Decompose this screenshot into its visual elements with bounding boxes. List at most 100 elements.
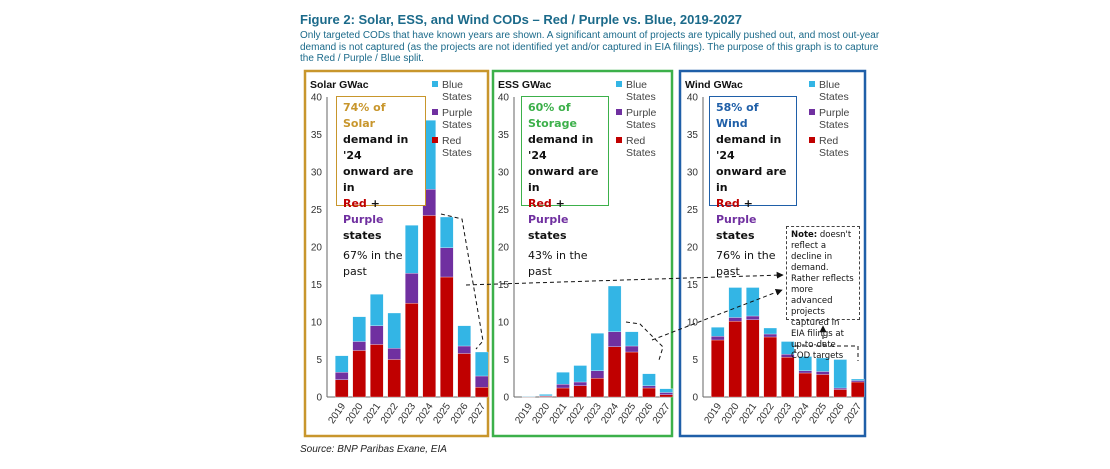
legend-swatch-blue xyxy=(809,81,815,87)
solar-decline-bracket xyxy=(440,213,484,350)
legend-label: States xyxy=(626,91,656,103)
y-tick-label: 5 xyxy=(503,355,509,366)
plus-sign: + xyxy=(551,197,565,210)
figure-title: Figure 2: Solar, ESS, and Wind CODs – Re… xyxy=(300,12,743,27)
plus-sign: + xyxy=(739,197,753,210)
purple-word: Purple xyxy=(716,213,757,226)
callout-line: onward are in xyxy=(716,165,787,194)
legend-label: States xyxy=(626,119,656,131)
legend-swatch-blue xyxy=(616,81,622,87)
y-tick-label: 40 xyxy=(311,93,323,104)
callout-headline: 74% of Solar xyxy=(343,101,386,130)
legend-swatch-red xyxy=(616,137,622,143)
purple-word: Purple xyxy=(528,213,569,226)
y-tick-label: 25 xyxy=(498,205,510,216)
legend-swatch-purple xyxy=(616,109,622,115)
wind-decline-bracket xyxy=(794,345,859,361)
callout-box: 60% of Storage demand in '24 onward are in… xyxy=(521,96,609,278)
legend-label: Purple xyxy=(626,107,657,119)
y-tick-label: 30 xyxy=(311,168,323,179)
bar-segment-blue-states xyxy=(590,333,605,371)
y-tick-label: 0 xyxy=(316,393,322,404)
bar-segment-blue-states xyxy=(352,316,366,342)
y-tick-label: 10 xyxy=(311,318,323,329)
y-tick-label: 5 xyxy=(316,355,322,366)
callout-past: 43% in the past xyxy=(528,249,588,278)
callout-line: states xyxy=(716,229,755,242)
bar-segment-blue-states xyxy=(607,285,622,332)
ess-to-note-arrow xyxy=(651,288,783,341)
bar-segment-blue-states xyxy=(457,325,471,347)
note-text: doesn't reflect a decline in demand. Rat… xyxy=(791,230,854,361)
callout-line: demand in '24 xyxy=(716,133,782,162)
y-tick-label: 5 xyxy=(692,355,698,366)
bar-segment-blue-states xyxy=(833,359,847,389)
y-tick-label: 40 xyxy=(498,93,510,104)
callout-past: 76% in the past xyxy=(716,249,776,278)
y-tick-label: 10 xyxy=(687,318,699,329)
red-word: Red xyxy=(528,197,552,210)
bar-segment-blue-states xyxy=(335,355,349,373)
callout-line: demand in '24 xyxy=(343,133,409,162)
y-tick-label: 35 xyxy=(687,130,699,141)
bar-segment-blue-states xyxy=(405,225,419,274)
legend-label: Red xyxy=(442,135,461,147)
legend-label: Purple xyxy=(819,107,850,119)
callout-past: 67% in the past xyxy=(343,249,403,278)
bar-segment-blue-states xyxy=(781,341,795,355)
purple-word: Purple xyxy=(343,213,384,226)
y-tick-label: 20 xyxy=(687,243,699,254)
bar-segment-blue-states xyxy=(625,331,639,347)
bar-segment-blue-states xyxy=(370,294,384,326)
callout-box: 58% of Wind demand in '24 onward are in Red… xyxy=(709,96,797,278)
y-tick-label: 20 xyxy=(311,243,323,254)
callout-box: 74% of Solar demand in '24 onward are in Re… xyxy=(336,96,426,278)
bar-segment-blue-states xyxy=(642,373,656,386)
plus-sign: + xyxy=(366,197,380,210)
legend-label: Purple xyxy=(442,107,473,119)
legend-label: States xyxy=(819,119,849,131)
legend-label: Blue xyxy=(442,79,463,91)
figure-source: Source: BNP Paribas Exane, EIA xyxy=(300,444,447,455)
note-box: Note: doesn't reflect a decline in deman… xyxy=(786,226,860,361)
panel-title: Solar GWac xyxy=(310,79,369,91)
callout-line: onward are in xyxy=(528,165,599,194)
bar-segment-blue-states xyxy=(539,394,553,397)
legend-label: Red xyxy=(819,135,838,147)
solar-to-note-arrow xyxy=(465,271,784,286)
legend-swatch-red xyxy=(432,137,438,143)
callout-red-purple: Red + Purple xyxy=(528,196,602,228)
y-tick-label: 15 xyxy=(311,280,323,291)
panel-frame xyxy=(491,69,674,438)
bar-segment-blue-states xyxy=(475,351,489,377)
bar-segment-blue-states xyxy=(521,396,536,397)
bar-segment-blue-states xyxy=(851,378,865,381)
bar-segment-blue-states xyxy=(387,312,401,349)
legend-label: Red xyxy=(626,135,645,147)
bar-segment-blue-states xyxy=(763,327,777,335)
note-label: Note: xyxy=(791,230,818,240)
y-tick-label: 25 xyxy=(311,205,323,216)
y-tick-label: 25 xyxy=(687,205,699,216)
callout-headline: 58% of Wind xyxy=(716,101,759,130)
legend-swatch-blue xyxy=(432,81,438,87)
y-tick-label: 10 xyxy=(498,318,510,329)
y-tick-label: 20 xyxy=(498,243,510,254)
callout-line: onward are in xyxy=(343,165,414,194)
legend-label: Blue xyxy=(819,79,840,91)
panel-title: Wind GWac xyxy=(685,79,743,91)
y-tick-label: 0 xyxy=(692,393,698,404)
y-tick-label: 15 xyxy=(687,280,699,291)
y-tick-label: 30 xyxy=(498,168,510,179)
callout-red-purple: Red + Purple xyxy=(343,196,419,228)
y-tick-label: 40 xyxy=(687,93,699,104)
panel-frame xyxy=(678,69,867,438)
legend-label: States xyxy=(626,147,656,159)
panel-title: ESS GWac xyxy=(498,79,551,91)
bar-segment-blue-states xyxy=(440,216,454,248)
bar-segment-blue-states xyxy=(556,372,570,385)
